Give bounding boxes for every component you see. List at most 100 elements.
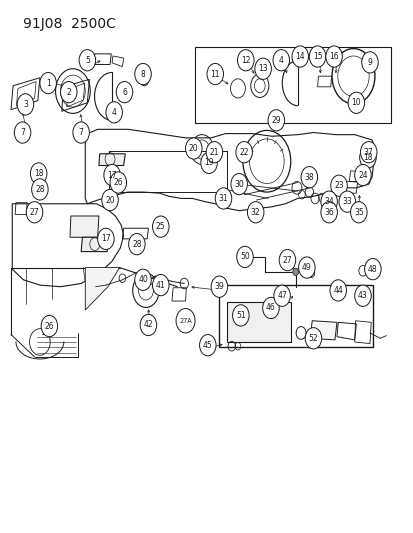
Text: 26: 26	[113, 178, 123, 187]
Circle shape	[31, 179, 48, 200]
Circle shape	[304, 328, 321, 349]
Text: 7: 7	[78, 128, 83, 137]
Circle shape	[298, 257, 314, 278]
Circle shape	[272, 50, 289, 71]
Circle shape	[268, 110, 284, 131]
Circle shape	[347, 92, 364, 114]
Circle shape	[104, 165, 120, 185]
Text: 6: 6	[122, 87, 127, 96]
Text: 42: 42	[143, 320, 153, 329]
Text: 43: 43	[357, 291, 367, 300]
Polygon shape	[309, 321, 336, 340]
Text: 32: 32	[250, 208, 260, 217]
Text: 31: 31	[218, 194, 228, 203]
Circle shape	[354, 285, 370, 306]
Circle shape	[142, 77, 146, 84]
Text: 30: 30	[234, 180, 244, 189]
Circle shape	[262, 297, 278, 319]
Circle shape	[185, 138, 202, 159]
Text: 28: 28	[35, 185, 45, 194]
Text: 28: 28	[132, 240, 141, 249]
Text: 20: 20	[188, 144, 198, 153]
Circle shape	[235, 142, 252, 163]
Circle shape	[128, 233, 145, 255]
Circle shape	[292, 268, 298, 276]
Circle shape	[230, 173, 247, 195]
Text: 15: 15	[312, 52, 322, 61]
Circle shape	[325, 46, 342, 67]
Text: 3: 3	[23, 100, 28, 109]
Circle shape	[176, 309, 195, 333]
Circle shape	[199, 335, 216, 356]
Text: 27: 27	[30, 208, 39, 217]
Text: 47: 47	[277, 291, 286, 300]
Circle shape	[152, 274, 169, 296]
Circle shape	[211, 276, 227, 297]
Circle shape	[206, 63, 223, 85]
Circle shape	[106, 102, 122, 123]
Text: 22: 22	[239, 148, 248, 157]
Text: 27: 27	[282, 256, 292, 264]
Text: 20: 20	[105, 196, 114, 205]
Text: 4: 4	[278, 56, 283, 64]
Text: 50: 50	[240, 253, 249, 261]
Circle shape	[40, 72, 56, 94]
Circle shape	[247, 201, 263, 223]
Bar	[226, 302, 290, 342]
Circle shape	[110, 172, 126, 193]
Circle shape	[140, 314, 156, 336]
Text: 39: 39	[214, 282, 224, 291]
Circle shape	[206, 142, 222, 163]
Circle shape	[135, 63, 151, 85]
Polygon shape	[70, 216, 99, 237]
Text: 24: 24	[357, 171, 367, 180]
Circle shape	[135, 269, 151, 290]
Text: 49: 49	[301, 263, 311, 272]
Text: 40: 40	[138, 275, 147, 284]
Text: 41: 41	[156, 280, 165, 289]
Text: 12: 12	[240, 56, 250, 64]
Circle shape	[330, 175, 347, 196]
Circle shape	[26, 201, 43, 223]
Circle shape	[232, 305, 249, 326]
Text: 29: 29	[271, 116, 280, 125]
Text: 48: 48	[367, 265, 377, 273]
Polygon shape	[81, 237, 109, 252]
Text: 10: 10	[351, 98, 360, 107]
Circle shape	[300, 166, 317, 188]
Text: 27A: 27A	[179, 318, 192, 324]
Text: 11: 11	[210, 70, 219, 78]
Text: 19: 19	[204, 158, 214, 167]
Circle shape	[73, 122, 89, 143]
Text: 17: 17	[101, 235, 110, 244]
Text: 36: 36	[323, 208, 333, 217]
Circle shape	[320, 201, 337, 223]
Circle shape	[273, 285, 290, 306]
Circle shape	[338, 191, 355, 212]
Text: 13: 13	[258, 64, 267, 73]
Text: 4: 4	[112, 108, 116, 117]
Text: 26: 26	[45, 321, 54, 330]
Circle shape	[116, 82, 133, 103]
Circle shape	[60, 82, 77, 103]
Circle shape	[364, 259, 380, 280]
Circle shape	[278, 249, 295, 271]
Circle shape	[309, 46, 325, 67]
Bar	[218, 285, 373, 348]
Text: 37: 37	[363, 148, 373, 157]
Polygon shape	[99, 154, 125, 165]
Circle shape	[236, 246, 253, 268]
Circle shape	[30, 163, 47, 184]
Circle shape	[254, 58, 271, 79]
Text: 91J08  2500C: 91J08 2500C	[23, 17, 116, 30]
Text: 44: 44	[332, 286, 342, 295]
Text: 5: 5	[85, 56, 90, 64]
Circle shape	[79, 50, 95, 71]
Text: 17: 17	[107, 171, 116, 180]
Circle shape	[237, 50, 254, 71]
Polygon shape	[85, 268, 119, 310]
Circle shape	[361, 52, 377, 73]
Circle shape	[320, 191, 337, 212]
Circle shape	[360, 142, 376, 163]
Circle shape	[17, 94, 33, 115]
